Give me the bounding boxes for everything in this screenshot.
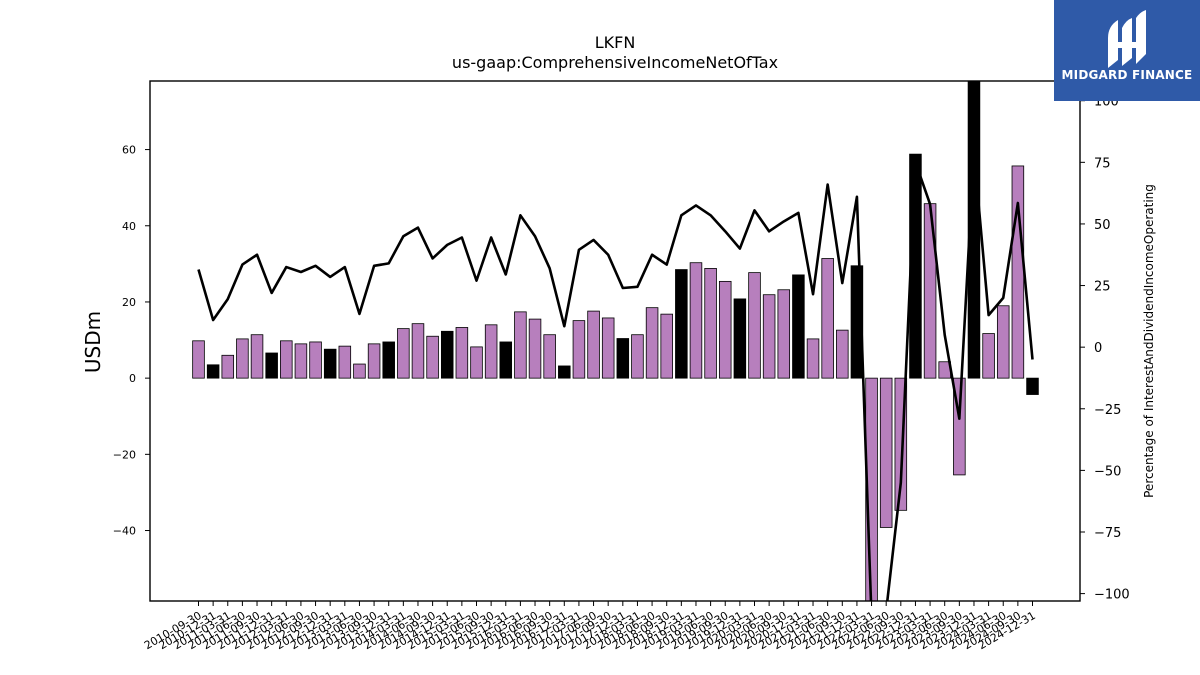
- bar: [426, 335, 439, 379]
- bar: [514, 311, 527, 379]
- y2-tick-label: 50: [1094, 218, 1111, 233]
- bar: [382, 341, 395, 379]
- bar: [704, 268, 717, 379]
- bar: [455, 327, 469, 379]
- y2-tick-label: 25: [1094, 280, 1111, 295]
- bar: [645, 307, 659, 379]
- bar: [587, 310, 600, 379]
- bar: [1011, 165, 1025, 379]
- bar: [806, 338, 820, 379]
- y2-tick-label: 75: [1094, 156, 1111, 171]
- y-axis-label: USDm: [81, 311, 105, 373]
- bar: [280, 340, 293, 379]
- bar: [836, 329, 849, 379]
- bar: [879, 377, 893, 528]
- y-tick-label: −20: [113, 448, 136, 461]
- bar: [1026, 377, 1039, 395]
- bar: [367, 343, 381, 379]
- bar: [996, 305, 1010, 379]
- bar: [953, 377, 966, 476]
- chart-title: LKFN: [595, 33, 636, 52]
- bar: [484, 324, 498, 379]
- y-tick-label: 40: [122, 220, 136, 233]
- bar: [748, 272, 761, 379]
- bar: [792, 274, 805, 379]
- bar: [323, 348, 337, 379]
- bar: [411, 323, 425, 379]
- bar: [470, 346, 483, 379]
- y-tick-label: 60: [122, 144, 136, 157]
- bar: [309, 341, 322, 379]
- bar: [265, 352, 278, 379]
- bar: [397, 328, 410, 379]
- bar: [440, 330, 454, 379]
- bar: [616, 338, 630, 379]
- bar: [250, 334, 264, 379]
- bar: [718, 280, 732, 379]
- bar: [865, 377, 878, 601]
- bar: [894, 377, 908, 511]
- midgard-logo-icon: [1108, 10, 1146, 68]
- y2-axis-label: Percentage of InterestAndDividendIncomeO…: [1142, 184, 1156, 498]
- bar: [236, 338, 249, 379]
- bar: [631, 334, 644, 379]
- plot-area: −40−200204060−100−75−50−2502550751002010…: [113, 80, 1130, 652]
- bar: [294, 343, 308, 379]
- y-tick-label: 0: [129, 372, 136, 385]
- bar: [353, 363, 366, 379]
- bar: [221, 354, 235, 379]
- bar: [689, 262, 703, 379]
- bar: [821, 258, 834, 379]
- bar: [192, 340, 205, 379]
- y2-tick-label: −75: [1094, 526, 1121, 541]
- bar: [338, 345, 352, 379]
- bar: [850, 265, 864, 379]
- bar: [499, 341, 513, 379]
- bar: [777, 289, 791, 379]
- bar: [675, 269, 688, 379]
- bar: [572, 320, 586, 379]
- midgard-logo: MIDGARD FINANCE: [1054, 0, 1200, 101]
- series-line: [197, 151, 1034, 601]
- y2-tick-label: −100: [1094, 588, 1130, 603]
- bar: [660, 313, 673, 379]
- bar: [982, 333, 995, 379]
- y2-tick-label: −50: [1094, 464, 1121, 479]
- bar: [733, 298, 747, 379]
- brand-name: MIDGARD FINANCE: [1061, 68, 1193, 82]
- y-tick-label: −40: [113, 525, 136, 538]
- bar: [528, 318, 542, 379]
- plot-frame: [149, 80, 1081, 602]
- bar: [601, 317, 615, 379]
- y-tick-label: 20: [122, 296, 136, 309]
- bar: [206, 364, 220, 379]
- bar: [762, 294, 776, 379]
- y2-tick-label: −25: [1094, 403, 1121, 418]
- y2-tick-label: 0: [1094, 341, 1102, 356]
- bar: [558, 365, 571, 379]
- chart-subtitle: us-gaap:ComprehensiveIncomeNetOfTax: [452, 53, 778, 72]
- bar: [543, 334, 556, 379]
